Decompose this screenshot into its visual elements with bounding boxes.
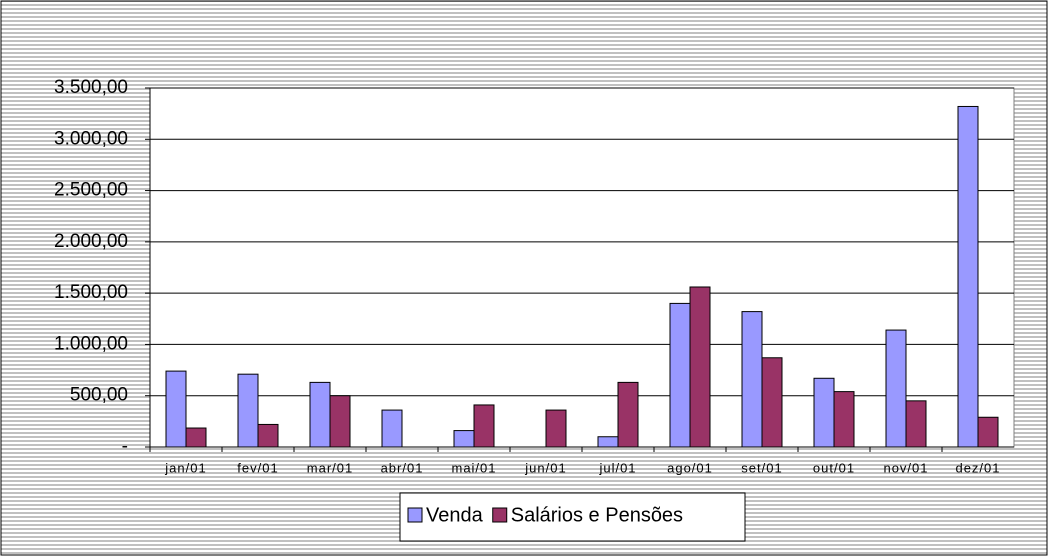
bar xyxy=(813,377,835,448)
legend-box xyxy=(399,492,746,542)
bar xyxy=(381,409,403,448)
bar xyxy=(237,373,259,448)
bar xyxy=(257,423,279,448)
x-tick-label: jan/01 xyxy=(164,460,206,475)
y-tick-label: 3.500,00 xyxy=(54,77,128,98)
bar xyxy=(689,286,711,448)
y-tick-label: 2.000,00 xyxy=(54,231,128,252)
legend-swatch xyxy=(492,507,508,523)
bar xyxy=(977,416,999,448)
x-tick-label: dez/01 xyxy=(955,460,1000,475)
bar xyxy=(185,427,207,448)
legend: Venda Salários e Pensões xyxy=(399,492,746,542)
y-tick-label: 500,00 xyxy=(70,385,128,406)
legend-swatch xyxy=(407,507,423,523)
legend-label: Salários e Pensões xyxy=(511,504,683,526)
x-tick-label: mai/01 xyxy=(451,460,496,475)
x-tick-label: jul/01 xyxy=(598,460,636,475)
y-tick-label: 2.500,00 xyxy=(54,180,128,201)
bar xyxy=(957,105,979,448)
y-tick-label: 3.000,00 xyxy=(54,128,128,149)
bar xyxy=(669,302,691,448)
x-tick-label: out/01 xyxy=(813,460,855,475)
bar xyxy=(617,381,639,448)
bar xyxy=(453,430,475,448)
bar xyxy=(473,404,495,448)
bar xyxy=(329,395,351,448)
x-tick-label: ago/01 xyxy=(667,460,713,475)
bar xyxy=(545,409,567,448)
bar xyxy=(885,329,907,448)
x-tick-label: abr/01 xyxy=(381,460,424,475)
y-tick-label: 1.500,00 xyxy=(54,282,128,303)
y-tick-label: 1.000,00 xyxy=(54,333,128,354)
x-tick-label: jun/01 xyxy=(524,460,566,475)
bar xyxy=(905,400,927,448)
x-tick-label: fev/01 xyxy=(237,460,278,475)
x-tick-label: nov/01 xyxy=(883,460,928,475)
bar xyxy=(597,436,619,448)
bar xyxy=(165,370,187,448)
bar xyxy=(833,391,855,448)
bar xyxy=(761,357,783,448)
x-tick-label: mar/01 xyxy=(307,460,353,475)
plot-area xyxy=(149,87,1015,448)
bar xyxy=(741,311,763,448)
y-tick-label: - xyxy=(122,436,128,457)
x-tick-label: set/01 xyxy=(741,460,782,475)
bar xyxy=(309,381,331,448)
legend-label: Venda xyxy=(426,504,484,526)
